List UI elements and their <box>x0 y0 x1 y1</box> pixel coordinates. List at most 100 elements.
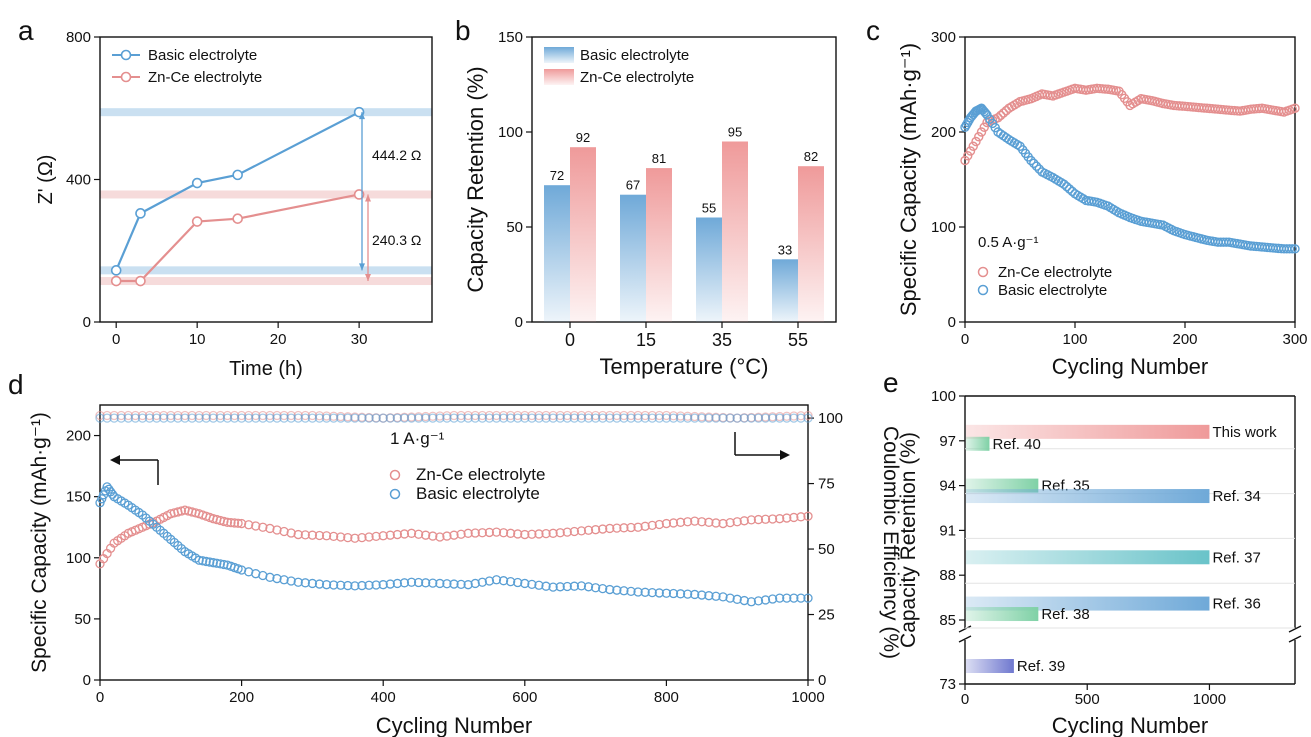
data-point <box>725 517 735 528</box>
data-point <box>753 596 764 606</box>
data-point <box>463 580 473 590</box>
data-point <box>633 587 643 597</box>
data-point <box>612 585 622 595</box>
data-point <box>562 527 572 537</box>
plot-frame-b <box>531 36 837 323</box>
data-point <box>413 413 424 423</box>
data-point <box>668 518 679 528</box>
bar-value-label: 82 <box>804 149 818 164</box>
data-point <box>583 582 594 592</box>
data-point <box>1216 237 1226 247</box>
data-point <box>232 169 243 181</box>
data-point <box>704 413 714 423</box>
data-point <box>661 588 672 598</box>
data-point <box>442 531 452 541</box>
data-point <box>562 581 572 592</box>
data-point <box>739 413 749 423</box>
data-point <box>605 523 615 534</box>
data-point <box>226 517 236 528</box>
data-point <box>151 413 162 423</box>
data-point <box>661 413 672 423</box>
data-point <box>385 579 395 589</box>
x-tick-label: 1000 <box>791 689 824 706</box>
data-point <box>690 516 700 526</box>
y-axis-label-a: Z' (Ω) <box>35 155 57 205</box>
data-point <box>421 578 431 588</box>
data-point <box>208 413 218 423</box>
data-point <box>435 413 445 423</box>
data-point <box>191 177 203 189</box>
data-point <box>328 580 339 590</box>
data-point <box>477 413 487 423</box>
data-point <box>392 413 403 423</box>
bar-label: Ref. 38 <box>1041 606 1089 623</box>
data-point <box>300 578 310 588</box>
data-point <box>760 413 771 423</box>
rate-label: 1 A·g⁻¹ <box>390 429 445 448</box>
reference-band <box>100 190 432 199</box>
data-point <box>598 413 608 423</box>
data-point <box>498 576 509 586</box>
data-point <box>732 413 742 423</box>
annotation-label: 444.2 Ω <box>372 147 421 163</box>
x-tick-label: 0 <box>961 331 969 348</box>
data-point <box>272 573 282 584</box>
arrow-head <box>359 263 365 271</box>
data-point <box>789 593 799 603</box>
legend-entry: Basic electrolyte <box>416 484 540 503</box>
data-point <box>498 413 509 423</box>
data-point <box>449 413 459 423</box>
data-point <box>378 413 388 423</box>
bar-value-label: 95 <box>728 125 742 140</box>
data-point <box>328 413 339 423</box>
data-point <box>187 413 197 423</box>
axis-break <box>1288 635 1302 643</box>
y-tick-label: 800 <box>66 29 91 46</box>
data-point <box>505 528 516 538</box>
data-point <box>107 489 118 499</box>
data-point <box>371 531 381 542</box>
data-point <box>180 413 190 423</box>
annotation-label: 240.3 Ω <box>372 232 421 248</box>
panel-c: c 0 100 200 300 0 100 200 300 Cycling Number Speci… <box>866 15 1308 379</box>
data-point <box>137 413 148 423</box>
legend-marker <box>977 284 989 296</box>
data-point <box>746 597 757 607</box>
x-axis-label-a: Time (h) <box>229 358 303 380</box>
y-tick-label: 85 <box>939 612 956 629</box>
x-tick-label: 0 <box>96 689 104 706</box>
y-tick-label: 300 <box>931 29 956 46</box>
data-point <box>1062 181 1072 192</box>
bar-basic <box>696 217 722 322</box>
reference-band <box>100 108 432 117</box>
y-tick-label: 97 <box>939 433 956 450</box>
y-tick-label: 100 <box>931 388 956 405</box>
bar-znce <box>646 168 672 322</box>
comparison-bar <box>966 436 990 451</box>
data-point <box>746 515 757 525</box>
data-point <box>1166 224 1176 235</box>
data-point <box>314 413 325 423</box>
data-point <box>979 122 989 132</box>
data-point <box>95 413 105 423</box>
data-point <box>513 413 523 423</box>
data-point <box>201 413 211 423</box>
data-point <box>135 275 146 287</box>
data-point <box>265 413 275 423</box>
bar-value-label: 67 <box>626 178 640 193</box>
legend-entry: Basic electrolyte <box>998 282 1107 299</box>
bar-value-label: 72 <box>550 168 564 183</box>
data-point <box>979 106 989 117</box>
data-point <box>718 518 728 529</box>
arrow-head <box>359 112 365 120</box>
data-point <box>233 518 243 528</box>
data-point <box>555 582 565 592</box>
data-point <box>421 530 431 540</box>
arrow-head <box>780 450 790 460</box>
data-point <box>463 528 473 538</box>
data-point <box>484 576 495 586</box>
y2-tick-label: 50 <box>818 541 835 558</box>
data-point <box>1177 228 1187 239</box>
bar-label: Ref. 40 <box>992 436 1040 453</box>
data-point <box>110 265 122 276</box>
